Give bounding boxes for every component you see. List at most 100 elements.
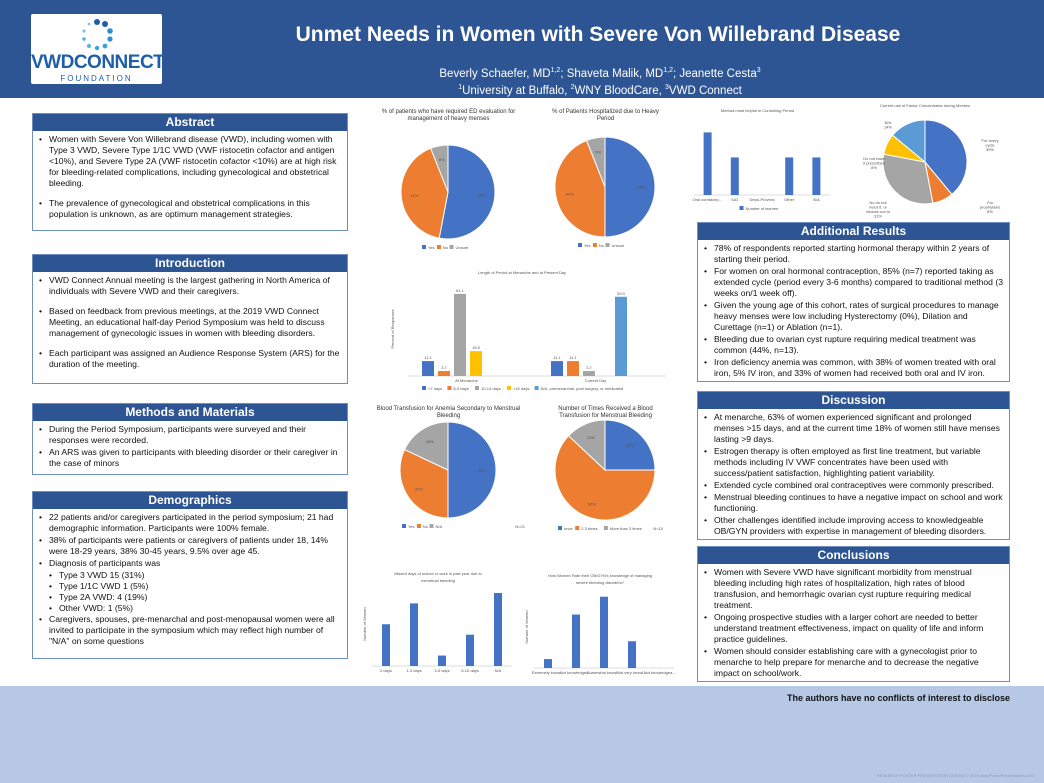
vwd-connect-logo: VWDCONNECT FOUNDATION [31,14,165,84]
transfusion-pie: Blood Transfusion for Anemia Secondary t… [377,406,526,529]
legend-label: <7 days [428,386,442,391]
pie-slice-n-a [403,421,449,471]
list-item: Estrogen therapy is often employed as fi… [704,446,1003,479]
bar-3 [628,641,636,668]
legend-swatch [605,243,610,247]
legend-swatch [739,206,744,210]
list-item: Menstrual bleeding continues to have a n… [704,492,1003,514]
factor-chart: Current use of Factor Concentrates durin… [840,100,1010,220]
pie-data-label: 44% [566,192,574,197]
legend-label: Number of women [746,206,779,211]
pie-slice [924,119,968,196]
bar-value-label: 18.5 [472,345,481,350]
bar-3 [785,157,794,195]
bar-category-label: N/A [813,197,820,202]
pie-data-label: 13% [587,435,595,440]
bar-category-label: N/A [495,668,502,673]
n-label: N=10 [653,526,663,531]
author-1-aff: 1,2 [550,67,561,74]
hospitalized-pie: % of Patients Hospitalized due to HeavyP… [552,109,659,248]
poster-authors: Beverly Schaefer, MD1,2; Shaveta Malik, … [250,64,950,98]
legend-label: No [443,245,449,250]
additional-results-list: 78% of respondents reported starting hor… [698,240,1009,379]
factor-category-label: cycle [985,143,995,148]
introduction-list: VWD Connect Annual meeting is the larges… [33,272,347,370]
discussion-section: Discussion At menarche, 63% of women exp… [697,391,1010,540]
chart-title: management of heavy menses [407,116,489,122]
y-axis-label: Number of Women [524,610,529,644]
list-item: Ongoing prospective studies with a large… [704,612,1003,645]
pie-data-label: 41% [410,193,418,198]
logo-wordmark: VWDCONNECT [31,52,165,74]
factor-category-label: choose not to [866,209,891,214]
list-item: Diagnosis of participants was [39,558,341,569]
pie-data-label: 6% [595,150,601,155]
list-item: Type 3 VWD 15 (31%) [49,570,347,581]
methods-section: Methods and Materials During the Period … [32,403,348,475]
bar-category-label: 3-5 days [434,668,449,673]
factor-category-label: need it, or [869,205,887,210]
pie-slice-no [399,448,449,519]
factor-value-label: 14% [884,125,892,130]
bar-0 [703,132,712,195]
pie-slice-once [604,419,656,471]
factor-category-label: N/A [885,120,892,125]
aff-1-num: 1 [458,83,463,91]
obgyn-knowledge-chart: How Women Rate their OB/GYN's knowledge … [520,570,680,680]
pie-data-label: 18% [425,439,433,444]
missed-days-chart: Missed days of school or work in past ye… [358,568,518,680]
chart-title: How Women Rate their OB/GYN's knowledge … [548,573,652,578]
management-chart: Method most helpful in Controlling Perio… [680,105,835,220]
legend-label: No [599,243,605,248]
legend-label: Unsure [456,245,470,250]
legend-swatch [447,386,452,390]
aff-2: WNY BloodCare, [574,84,666,97]
abstract-heading: Abstract [33,114,347,131]
list-item: Other challenges identified include impr… [704,515,1003,537]
list-item: Other VWD: 1 (5%) [49,603,347,614]
hospitalized-chart: % of Patients Hospitalized due to Heavy P… [538,105,673,260]
legend-label: 2-3 times [581,526,597,531]
n-label: N=21 [515,524,525,529]
aff-1: University at Buffalo, [462,84,571,97]
list-item: The prevalence of gynecological and obst… [39,198,341,220]
y-axis-label: Number of Women [362,607,367,641]
pie-data-label: 50% [637,185,645,190]
pie-data-label: 6% [439,157,445,162]
bar-value-label: 3.7 [586,365,592,370]
list-item: Caregivers, spouses, pre-menarchal and p… [39,614,341,647]
chart-title: Number of Times Received a Blood [558,406,652,412]
bar-category-label: Other [784,197,795,202]
factor-category-label: For every [982,138,999,143]
list-item: Type 2A VWD: 4 (19%) [49,592,347,603]
list-item: Women should consider establishing care … [704,646,1003,679]
bar-1-0 [551,361,563,376]
conclusions-list: Women with Severe VWD have significant m… [698,564,1009,679]
pie-slice-2-3-times [554,435,656,521]
bar-1-2 [583,371,595,376]
demographics-list: 22 patients and/or caregivers participat… [33,509,347,569]
bar-value-label: 61.1 [456,288,465,293]
poster-title: Unmet Needs in Women with Severe Von Wil… [295,23,901,46]
legend-label: Yes [408,524,415,529]
legend-label: >15 days [513,386,529,391]
additional-results-heading: Additional Results [698,223,1009,240]
logo-name-b: CONNECT [73,52,165,73]
author-names: Beverly Schaefer, MD1,2; Shaveta Malik, … [250,64,950,81]
discussion-list: At menarche, 63% of women experienced si… [698,409,1009,537]
factor-value-label: 39% [986,147,994,152]
bar-4 [494,592,502,666]
bar-value-label: 11.1 [424,355,432,360]
bar-category-label: 0 days [380,668,392,673]
pie-data-label: 50% [479,468,487,473]
obgyn-knowledge-bar: How Women Rate their OB/GYN's knowledge … [524,573,676,675]
chart-title: Bleeding [437,413,460,419]
bar-category-label: Not knowledgea… [560,670,593,675]
legend-swatch [507,386,511,390]
transfusion-chart: Blood Transfusion for Anemia Secondary t… [362,402,535,537]
pie-slice-more-than-3-times [567,419,606,472]
chart-title: Method most helpful in Controlling Perio… [721,108,794,113]
methods-list: During the Period Symposium, participant… [33,421,347,469]
logo-dots-icon [82,19,113,51]
factor-category-label: No do not [869,200,887,205]
